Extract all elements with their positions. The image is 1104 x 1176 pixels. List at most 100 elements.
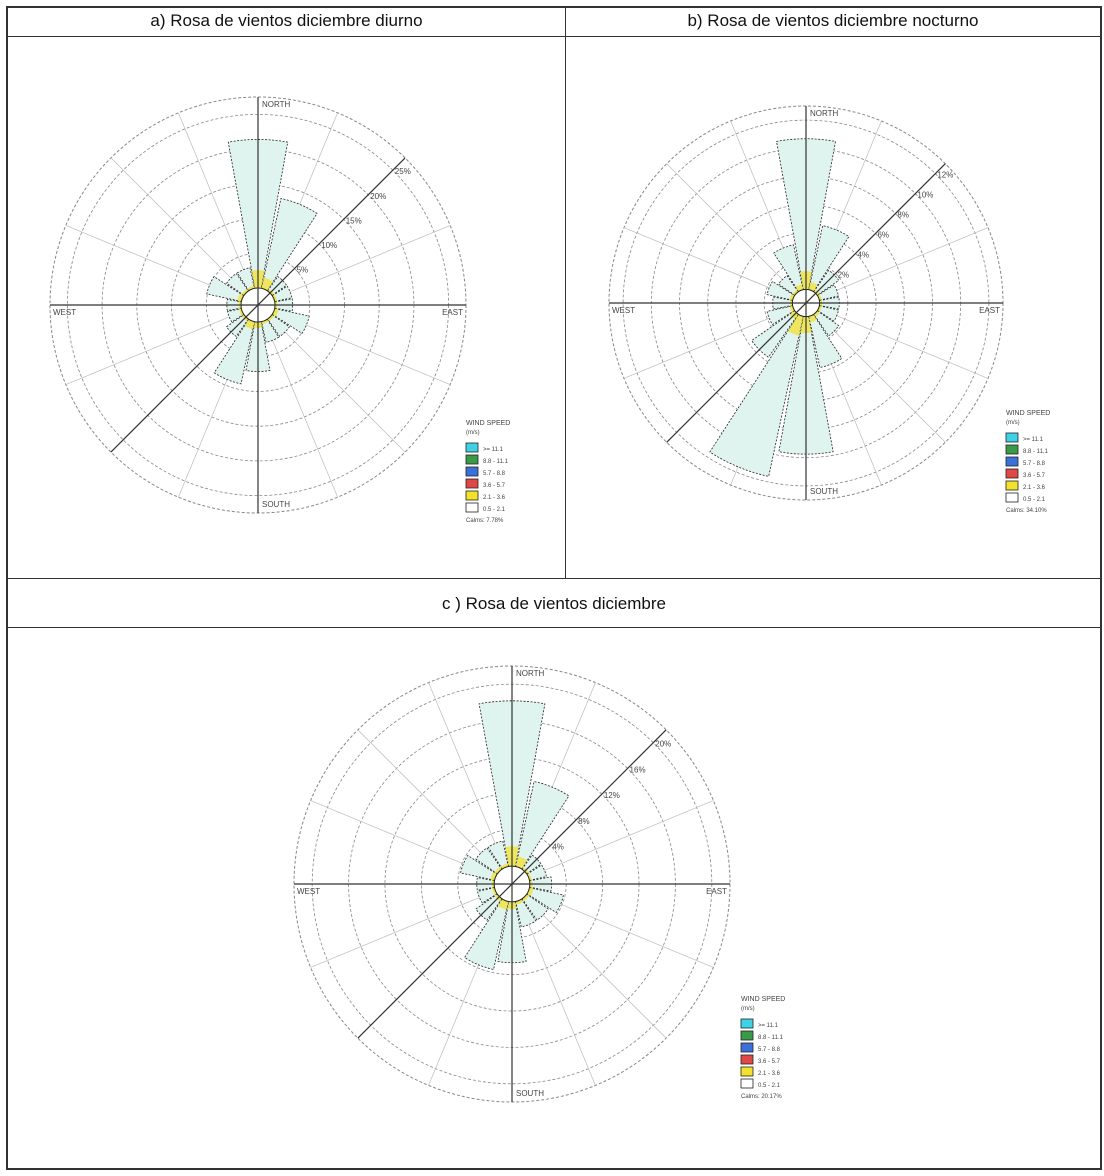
legend-item-label: 3.6 - 5.7 xyxy=(758,1059,781,1065)
petal-sse xyxy=(808,313,843,369)
petal-sse xyxy=(515,898,537,928)
petal-band-se xyxy=(522,894,530,902)
legend-unit: (m/s) xyxy=(741,1006,755,1012)
legend-swatch xyxy=(1005,468,1019,479)
panel-b-title: b) Rosa de vientos diciembre nocturno xyxy=(687,11,979,30)
ring-label: 15% xyxy=(346,216,362,225)
legend-item-label: 2.1 - 3.6 xyxy=(1023,485,1046,491)
legend-item-label: 3.6 - 5.7 xyxy=(1023,473,1046,479)
compass-north: NORTH xyxy=(516,669,545,678)
petal-ese xyxy=(271,308,310,334)
legend-item-label: 5.7 - 8.8 xyxy=(758,1047,781,1053)
compass-north: NORTH xyxy=(262,100,291,109)
compass-south: SOUTH xyxy=(810,487,838,496)
legend-unit: (m/s) xyxy=(1006,420,1020,426)
ring-label: 12% xyxy=(937,171,953,180)
petal-band-sse xyxy=(261,319,269,325)
panel-c-title-cell: c ) Rosa de vientos diciembre xyxy=(7,578,1101,628)
petal-ene xyxy=(816,284,840,301)
petal-ssw xyxy=(213,318,255,385)
petal-nw xyxy=(475,847,503,875)
petal-band-ene xyxy=(272,294,278,302)
panel-a-title: a) Rosa de vientos diciembre diurno xyxy=(150,11,423,30)
petal-band-ssw xyxy=(497,898,509,910)
legend-swatch xyxy=(465,490,479,501)
legend-swatch xyxy=(465,502,479,513)
legend-item-label: 3.6 - 5.7 xyxy=(483,483,506,489)
petal-band-wnw xyxy=(237,293,244,302)
petal-se xyxy=(521,893,549,921)
compass-west: WEST xyxy=(53,308,76,317)
legend-item-label: 0.5 - 2.1 xyxy=(1023,497,1046,503)
legend-unit: (m/s) xyxy=(466,430,480,436)
compass-east: EAST xyxy=(706,887,727,896)
legend-calms: Calms: 20.17% xyxy=(741,1094,782,1100)
legend-title: WIND SPEED xyxy=(741,996,785,1003)
petal-band-wsw xyxy=(492,887,498,896)
petal-band-ssw xyxy=(244,319,255,330)
axis-diagonal xyxy=(666,163,946,443)
ring-label: 20% xyxy=(655,740,671,749)
wind-rose-c: 4% 8% 12% 16% 20% NORTH SOUTH WEST EAST WIND SPEE… xyxy=(293,665,785,1103)
compass-west: WEST xyxy=(612,306,635,315)
ring-label: 10% xyxy=(321,241,337,250)
legend-swatch xyxy=(465,454,479,465)
wind-rose-b: 2% 4% 6% 8% 10% 12% NORTH SOUTH WEST EAST WIND SPE… xyxy=(608,105,1050,514)
legend-swatch xyxy=(1005,456,1019,467)
petal-band-wnw xyxy=(490,872,498,881)
petal-nne xyxy=(261,197,318,292)
compass-east: EAST xyxy=(979,306,1000,315)
petal-band-nw xyxy=(792,289,799,296)
panel-b-plot-cell: 2% 4% 6% 8% 10% 12% NORTH SOUTH WEST EAST WIND SPE… xyxy=(565,36,1101,579)
petal-ssw xyxy=(709,313,804,477)
petal-band-se xyxy=(813,310,820,317)
ring-label: 4% xyxy=(552,843,564,852)
legend-item-label: >= 11.1 xyxy=(483,447,504,453)
legend-swatch xyxy=(740,1054,754,1065)
panel-a-title-cell: a) Rosa de vientos diciembre diurno xyxy=(7,7,566,37)
petal-wnw xyxy=(206,276,245,302)
legend-swatch xyxy=(465,466,479,477)
ring-label: 25% xyxy=(395,167,411,176)
petal-band-sse xyxy=(515,898,524,905)
ring-label: 8% xyxy=(897,211,909,220)
ring-label: 6% xyxy=(877,231,889,240)
figure-frame: a) Rosa de vientos diciembre diurno 5% 10… xyxy=(6,6,1102,1170)
petal-band-sse xyxy=(808,314,817,323)
axis-diagonal xyxy=(357,729,667,1039)
legend-title: WIND SPEED xyxy=(466,420,510,427)
compass-south: SOUTH xyxy=(516,1089,544,1098)
ring-label: 2% xyxy=(838,270,850,279)
legend-swatch xyxy=(740,1030,754,1041)
compass-west: WEST xyxy=(297,887,320,896)
compass-east: EAST xyxy=(442,308,463,317)
legend-item-label: >= 11.1 xyxy=(758,1023,779,1029)
legend-item-label: 2.1 - 3.6 xyxy=(758,1071,781,1077)
legend-item-label: 5.7 - 8.8 xyxy=(1023,461,1046,467)
petal-ene xyxy=(271,285,293,302)
petal-band-wnw xyxy=(789,293,795,301)
petal-ssw xyxy=(464,898,509,970)
petal-band-ene xyxy=(817,294,822,301)
petal-band-nw xyxy=(494,866,502,874)
petal-band-wsw xyxy=(789,305,795,313)
panel-a-plot-cell: 5% 10% 15% 20% 25% NORTH SOUTH WEST EAST WIND SPE… xyxy=(7,36,566,579)
panel-c-title: c ) Rosa de vientos diciembre xyxy=(442,594,666,613)
petal-band-ese xyxy=(526,887,534,896)
legend-item-label: 0.5 - 2.1 xyxy=(758,1083,781,1089)
ring-label: 10% xyxy=(917,191,933,200)
petal-band-nne xyxy=(261,277,274,291)
legend-item-label: 0.5 - 2.1 xyxy=(483,507,506,513)
ring-label: 4% xyxy=(858,250,870,259)
legend-swatch xyxy=(740,1042,754,1053)
panel-c-plot-cell: 4% 8% 12% 16% 20% NORTH SOUTH WEST EAST WIND SPEE… xyxy=(7,627,1101,1169)
petal-band-nw xyxy=(241,288,249,296)
petal-band-wsw xyxy=(238,308,244,316)
legend-swatch xyxy=(1005,444,1019,455)
petal-se xyxy=(813,310,840,337)
legend-swatch xyxy=(1005,432,1019,443)
legend-calms: Calms: 7.78% xyxy=(466,518,504,524)
petal-band-nne xyxy=(808,281,818,292)
petal-band-ssw xyxy=(787,314,804,336)
ring-label: 8% xyxy=(578,817,590,826)
